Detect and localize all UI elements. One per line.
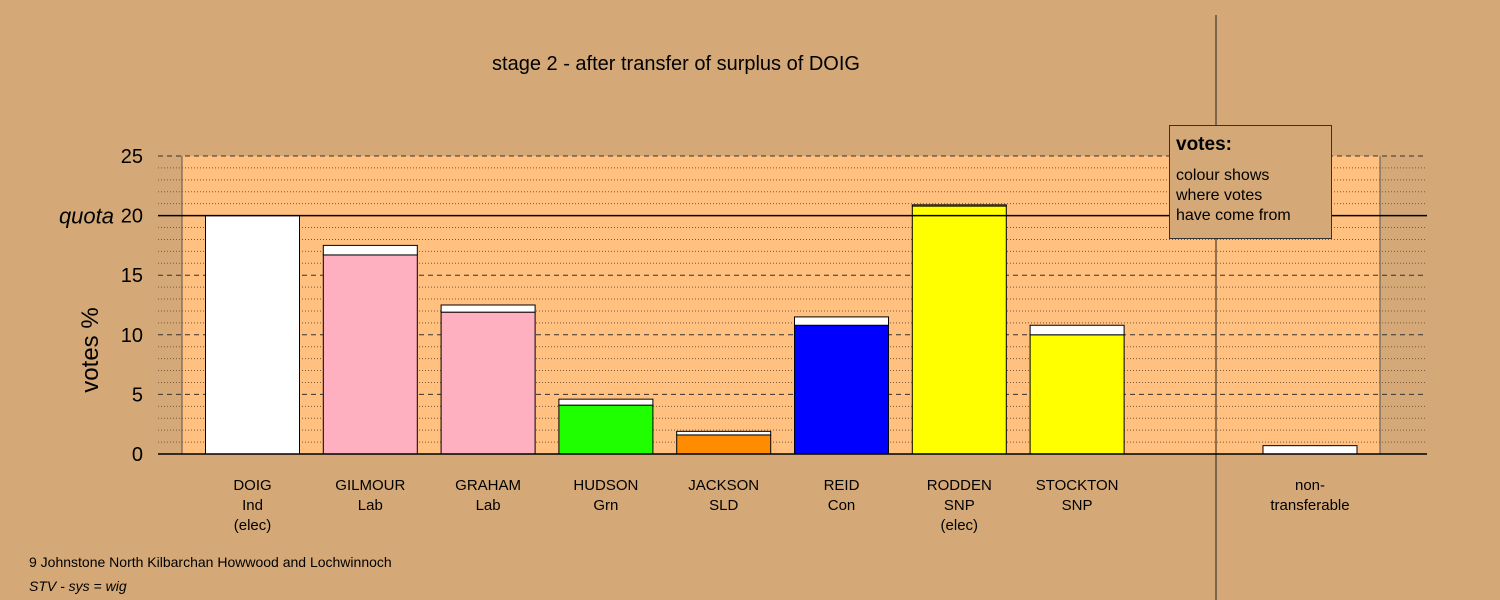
bar-stockton <box>1029 334 1125 455</box>
bar-transfer-gilmour <box>322 244 418 256</box>
x-label-non-transferable: transferable <box>1270 497 1349 514</box>
x-label-party: Grn <box>593 497 618 514</box>
bar-rodden <box>911 205 1007 455</box>
x-label-party: Lab <box>476 497 501 514</box>
bar-non-transferable <box>1262 445 1358 455</box>
bars <box>205 204 1358 455</box>
bar-transfer-reid <box>794 316 889 326</box>
bar-graham <box>440 311 536 455</box>
x-label-name: RODDEN <box>927 477 992 494</box>
legend-line-3: have come from <box>1176 207 1291 224</box>
quota-label: quota <box>59 204 114 229</box>
x-label-name: REID <box>824 477 860 494</box>
x-label-party: SLD <box>709 497 738 514</box>
legend-line-2: where votes <box>1176 187 1263 204</box>
x-labels: DOIG Ind (elec) GILMOUR Lab GRAHAM Lab HUDSON Gr… <box>233 477 1349 534</box>
system-note: STV - sys = wig <box>29 578 127 594</box>
chart-title: stage 2 - after transfer of surplus of D… <box>492 53 860 75</box>
x-label-party: Ind <box>242 497 263 514</box>
legend-title: votes: <box>1176 134 1232 155</box>
x-label-party: SNP <box>1062 497 1093 514</box>
bar-transfer-jackson <box>676 430 772 436</box>
bar-transfer-hudson <box>558 398 654 406</box>
y-tick-label: 15 <box>121 265 143 287</box>
y-axis-label: votes % <box>77 307 104 393</box>
x-label-party: Con <box>828 497 856 514</box>
x-label-name: GRAHAM <box>455 477 521 494</box>
bar-transfer-graham <box>440 304 536 313</box>
x-label-name: JACKSON <box>688 477 759 494</box>
bar-jackson <box>676 434 772 455</box>
y-tick-label: 0 <box>132 444 143 466</box>
y-tick-label: 25 <box>121 146 143 168</box>
legend-line-1: colour shows <box>1176 167 1270 184</box>
bar-doig <box>205 215 300 455</box>
x-label-name: STOCKTON <box>1036 477 1119 494</box>
x-label-party: SNP <box>944 497 975 514</box>
legend-box: votes: colour shows where votes have com… <box>1169 125 1332 239</box>
x-label-note: (elec) <box>941 517 979 534</box>
bar-reid <box>794 324 889 455</box>
x-label-name: GILMOUR <box>335 477 405 494</box>
bar-gilmour <box>322 254 418 455</box>
y-tick-label: 20 <box>121 206 143 228</box>
y-tick-label: 10 <box>121 325 143 347</box>
ward-name: 9 Johnstone North Kilbarchan Howwood and… <box>29 554 392 570</box>
y-tick-label: 5 <box>132 384 143 406</box>
x-label-party: Lab <box>358 497 383 514</box>
axes: 0 5 10 15 20 25 quota <box>59 15 1427 600</box>
x-label-non-transferable: non- <box>1295 477 1325 494</box>
bar-transfer-rodden <box>911 204 1007 207</box>
bar-transfer-stockton <box>1029 324 1125 336</box>
x-label-name: DOIG <box>233 477 271 494</box>
x-label-name: HUDSON <box>573 477 638 494</box>
x-label-note: (elec) <box>234 517 272 534</box>
bar-hudson <box>558 404 654 455</box>
